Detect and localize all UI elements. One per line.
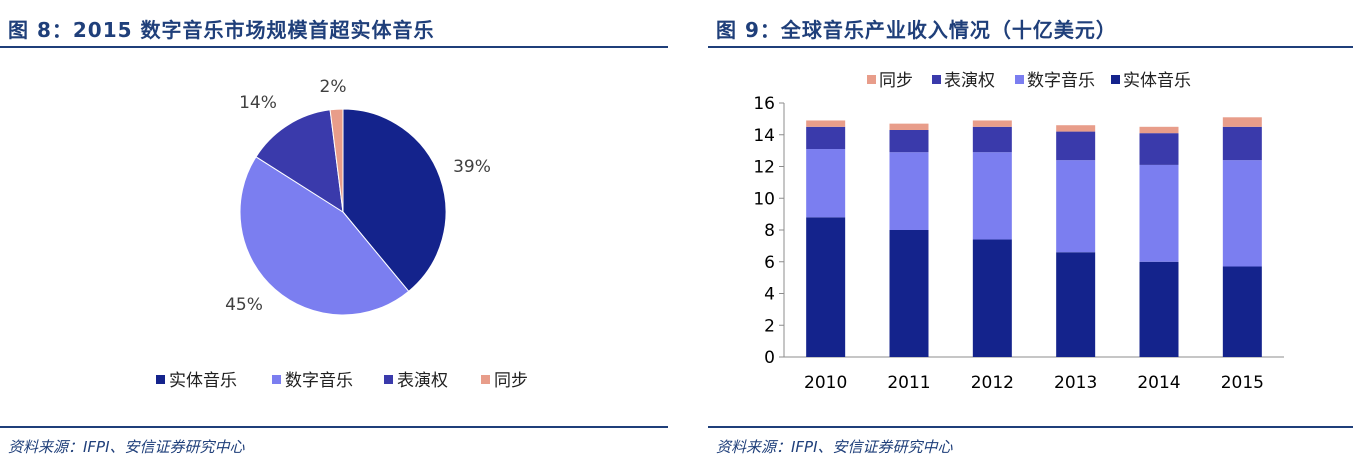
- legend-swatch: [1015, 75, 1024, 84]
- pie-data-label: 39%: [453, 157, 491, 177]
- bar-segment: [972, 120, 1012, 127]
- bar-segment: [889, 129, 929, 153]
- pie-data-label: 45%: [225, 295, 263, 315]
- pie-slice: [239, 156, 410, 316]
- figure-8-title: 图 8：2015 数字音乐市场规模首超实体音乐: [8, 18, 435, 42]
- legend-swatch: [384, 375, 393, 384]
- bar-segment: [1222, 117, 1262, 127]
- x-tick-label: 2015: [1221, 373, 1264, 393]
- x-tick-label: 2014: [1137, 373, 1180, 393]
- x-tick-label: 2011: [887, 373, 930, 393]
- legend-label: 表演权: [397, 371, 448, 391]
- figure-9-title: 图 9：全球音乐产业收入情况（十亿美元）: [716, 18, 1117, 42]
- legend-swatch: [867, 75, 876, 84]
- pie-slice: [329, 108, 344, 213]
- bar-segment: [972, 126, 1012, 153]
- y-tick-label: 12: [753, 158, 775, 178]
- bar-segment: [806, 149, 846, 218]
- y-tick-label: 6: [764, 253, 775, 273]
- bar-segment: [972, 239, 1012, 357]
- bar-segment: [1139, 126, 1179, 134]
- pie-chart: 39% 45% 14% 2% 实体音乐 数字音乐 表演权 同步: [156, 77, 528, 391]
- legend-swatch: [932, 75, 941, 84]
- bar-segment: [1056, 131, 1096, 161]
- bar-segment: [889, 123, 929, 130]
- bar-segment: [889, 230, 929, 357]
- y-tick-label: 8: [764, 221, 775, 241]
- figure-9-panel: 图 9：全球音乐产业收入情况（十亿美元） 0 2 4 6 8 10 12 14 16 2010 20…: [708, 0, 1353, 465]
- legend-swatch: [156, 375, 165, 384]
- legend-label: 数字音乐: [1027, 71, 1095, 91]
- y-tick-label: 10: [753, 189, 775, 209]
- legend-label: 同步: [494, 371, 528, 391]
- bar-segment: [806, 217, 846, 357]
- legend-swatch: [481, 375, 490, 384]
- legend-swatch: [1111, 75, 1120, 84]
- bar-segment: [1139, 261, 1179, 357]
- figure-8-bottom-rule: [0, 426, 668, 428]
- legend-label: 数字音乐: [285, 371, 353, 391]
- figure-9-top-rule: [708, 46, 1353, 48]
- y-tick-label: 0: [764, 348, 775, 368]
- figure-8-top-rule: [0, 46, 668, 48]
- bar-segment: [972, 152, 1012, 240]
- bar-segment: [1056, 160, 1096, 253]
- bar-segment: [1222, 160, 1262, 267]
- y-tick-label: 2: [764, 316, 775, 336]
- y-tick-label: 4: [764, 285, 775, 305]
- x-tick-label: 2010: [804, 373, 847, 393]
- x-tick-label: 2013: [1054, 373, 1097, 393]
- pie-data-label: 2%: [320, 77, 347, 97]
- pie-slice: [255, 109, 344, 213]
- figure-9-bottom-rule: [708, 426, 1353, 428]
- bar-segment: [1222, 126, 1262, 161]
- legend-swatch: [272, 375, 281, 384]
- figure-8-panel: 图 8：2015 数字音乐市场规模首超实体音乐 39% 45% 14% 2% 实体音乐 数…: [0, 0, 668, 465]
- legend-label: 同步: [879, 71, 913, 91]
- figure-8-source: 资料来源：IFPI、安信证券研究中心: [8, 438, 245, 456]
- bar-segment: [889, 152, 929, 230]
- legend-label: 实体音乐: [169, 371, 237, 391]
- y-tick-label: 16: [753, 94, 775, 114]
- bar-segment: [806, 126, 846, 150]
- pie-slice: [342, 108, 447, 293]
- bar-segment: [1222, 266, 1262, 357]
- bar-segment: [1139, 164, 1179, 262]
- stacked-bar-chart: 0 2 4 6 8 10 12 14 16 2010 2011 2012 2013 2014 2015 同步 表…: [753, 71, 1284, 393]
- legend-label: 实体音乐: [1123, 71, 1191, 91]
- y-tick-label: 14: [753, 126, 775, 146]
- pie-data-label: 14%: [239, 93, 277, 113]
- bar-segment: [1056, 125, 1096, 132]
- x-tick-label: 2012: [971, 373, 1014, 393]
- bar-segment: [1139, 133, 1179, 165]
- legend-label: 表演权: [944, 71, 995, 91]
- figure-9-source: 资料来源：IFPI、安信证券研究中心: [716, 438, 953, 456]
- bar-segment: [806, 120, 846, 127]
- bar-segment: [1056, 252, 1096, 357]
